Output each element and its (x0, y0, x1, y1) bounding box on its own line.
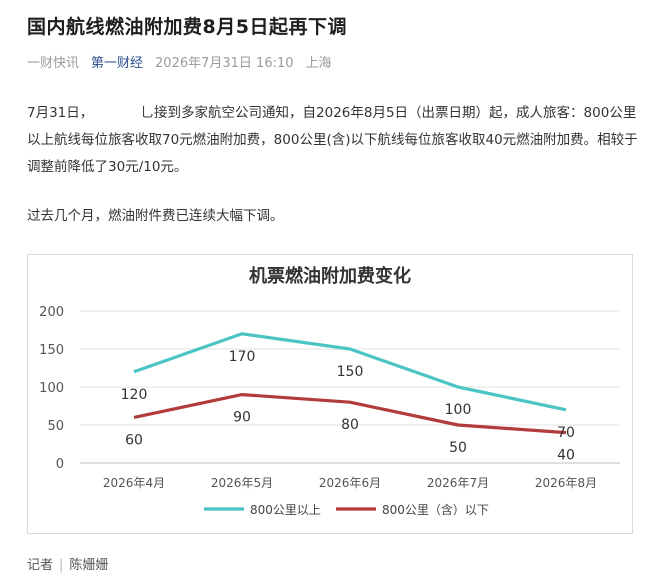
x-tick-label: 2026年6月 (319, 476, 381, 490)
data-label: 70 (557, 425, 575, 441)
meta-location: 上海 (305, 56, 332, 71)
data-label: 120 (121, 387, 148, 403)
meta-author: 一财快讯 (27, 56, 80, 71)
article-paragraph: 过去几个月，燃油附件费已连续大幅下调。 (27, 208, 284, 224)
data-label: 60 (125, 432, 143, 448)
chart-container: 机票燃油附加费变化 0 50 100 150 200 2026年4月 2026年5月 202… (27, 254, 633, 534)
data-label: 40 (557, 448, 575, 464)
legend-label: 800公里（含）以下 (382, 502, 489, 517)
article-paragraph: 7月31日， 乚接到多家航空公司通知，自2026年8月5日（出票日期）起，成人旅… (27, 105, 638, 175)
article-meta: 一财快讯 第一财经 2026年7月31日 16:10 上海 (27, 52, 332, 71)
meta-source-link[interactable]: 第一财经 (91, 56, 144, 71)
x-tick-label: 2026年4月 (103, 476, 165, 490)
x-tick-label: 2026年7月 (427, 476, 489, 490)
data-label: 50 (449, 440, 467, 456)
y-tick-label: 0 (56, 457, 64, 472)
data-label: 150 (337, 364, 364, 380)
legend-label: 800公里以上 (250, 503, 321, 517)
fuel-surcharge-chart: 机票燃油附加费变化 0 50 100 150 200 2026年4月 2026年5月 202… (39, 265, 620, 517)
x-tick-label: 2026年8月 (535, 476, 597, 490)
byline: 记者 | 陈姗姗 (27, 554, 108, 573)
byline-label: 记者 (27, 558, 54, 573)
data-label: 100 (445, 402, 472, 418)
x-tick-label: 2026年5月 (211, 476, 273, 490)
y-tick-label: 50 (47, 419, 64, 434)
meta-datetime: 2026年7月31日 16:10 (155, 56, 294, 71)
data-label: 90 (233, 410, 251, 426)
y-tick-label: 200 (39, 305, 64, 320)
data-label: 80 (341, 417, 359, 433)
data-label: 170 (229, 349, 256, 365)
y-tick-label: 100 (39, 381, 64, 396)
article-title: 国内航线燃油附加费8月5日起再下调 (27, 16, 347, 38)
chart-title: 机票燃油附加费变化 (249, 265, 411, 287)
byline-separator: | (59, 558, 64, 573)
byline-name: 陈姗姗 (69, 558, 109, 573)
y-tick-label: 150 (39, 343, 64, 358)
